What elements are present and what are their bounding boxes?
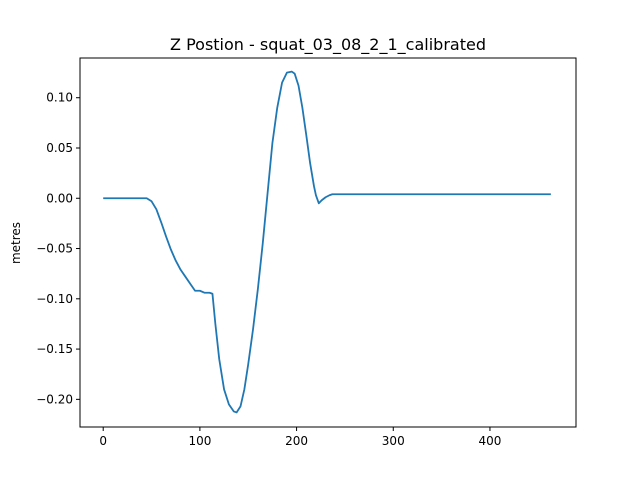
x-tick-label: 0 (99, 434, 107, 448)
x-tick-label: 300 (382, 434, 405, 448)
plot-marks (103, 70, 551, 414)
x-tick-label: 400 (478, 434, 501, 448)
y-tick-label: 0.05 (46, 141, 73, 155)
chart-title: Z Postion - squat_03_08_2_1_calibrated (170, 35, 486, 55)
x-tick-label: 200 (285, 434, 308, 448)
y-tick-label: 0.10 (46, 91, 73, 105)
y-tick-label: −0.10 (36, 292, 73, 306)
y-axis-label: metres (9, 222, 23, 264)
series-line-0 (103, 70, 551, 414)
axis-ticks: 0 100 200 300 400 0.10 0.05 0.00 −0.05 −0.10 −0.15… (36, 91, 501, 448)
y-tick-label: −0.20 (36, 392, 73, 406)
y-tick-label: 0.00 (46, 191, 73, 205)
y-tick-label: −0.15 (36, 342, 73, 356)
plot-area (80, 58, 576, 427)
x-tick-label: 100 (188, 434, 211, 448)
plot-frame (79, 57, 577, 428)
y-tick-label: −0.05 (36, 242, 73, 256)
